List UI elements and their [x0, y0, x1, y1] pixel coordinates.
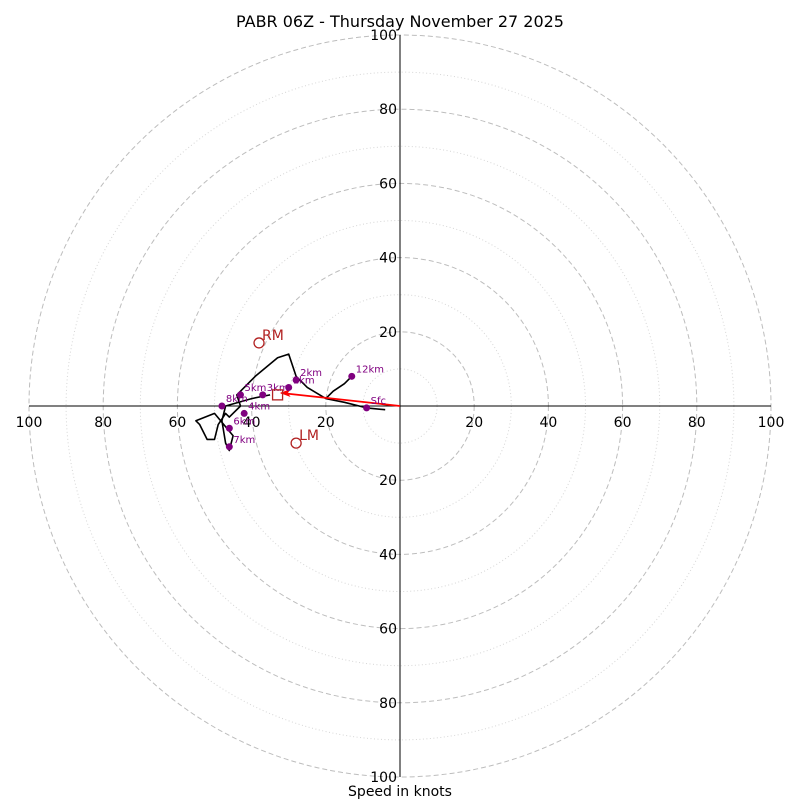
- tick-label-right: 20: [465, 415, 483, 431]
- tick-label-top: 60: [379, 176, 397, 192]
- storm-motion-markers: RM LM: [253, 328, 319, 449]
- tick-label-left: 80: [94, 415, 112, 431]
- tick-label-left: 20: [317, 415, 335, 431]
- tick-label-bottom: 80: [379, 696, 397, 712]
- tick-label-right: 100: [758, 415, 785, 431]
- tick-label-top: 80: [379, 102, 397, 118]
- tick-label-bottom: 60: [379, 622, 397, 638]
- height-point-label: 12km: [356, 364, 384, 375]
- height-point: [236, 391, 244, 399]
- height-point: [225, 443, 233, 451]
- height-point: [240, 409, 248, 417]
- storm-motion-marker: [290, 437, 302, 449]
- tick-label-bottom: 100: [370, 770, 397, 786]
- tick-label-top: 40: [379, 251, 397, 267]
- tick-label-left: 40: [243, 415, 261, 431]
- height-point-label: 1km: [293, 375, 315, 386]
- storm-motion-marker: [253, 337, 265, 349]
- tick-label-right: 60: [614, 415, 632, 431]
- height-point-label: Sfc: [371, 396, 386, 407]
- height-point: [225, 424, 233, 432]
- height-point: [285, 383, 293, 391]
- height-point: [292, 376, 300, 384]
- height-point-label: 8km: [226, 394, 248, 405]
- tick-label-left: 100: [16, 415, 43, 431]
- height-point-label: 6km: [233, 416, 255, 427]
- height-point: [363, 404, 371, 412]
- shear-vector-line: [281, 392, 401, 407]
- trace-line-upper: [325, 375, 353, 400]
- height-point-label: 5km: [244, 383, 266, 394]
- height-point-label: 3km: [267, 383, 289, 394]
- height-point-label: 4km: [248, 401, 270, 412]
- tick-label-right: 40: [539, 415, 557, 431]
- tick-label-top: 20: [379, 325, 397, 341]
- hodograph-trace: [195, 353, 386, 452]
- tick-labels: 100 80 60 40 20 20 40 60 80 100 20 40 60 80 100 20 40 60 8…: [16, 28, 785, 786]
- height-point: [259, 391, 267, 399]
- height-point-label: 7km: [233, 435, 255, 446]
- height-point: [218, 402, 226, 410]
- tick-label-bottom: 40: [379, 547, 397, 563]
- tick-label-top: 100: [370, 28, 397, 44]
- storm-motion-label: RM: [262, 328, 284, 344]
- mean-wind-marker: [271, 389, 284, 401]
- tick-label-bottom: 20: [379, 473, 397, 489]
- height-point: [348, 372, 356, 380]
- tick-label-left: 60: [168, 415, 186, 431]
- storm-motion-label: LM: [299, 428, 319, 444]
- shear-vector: [279, 389, 401, 407]
- trace-line: [195, 353, 386, 452]
- height-point-label: 2km: [300, 368, 322, 379]
- x-axis-label: Speed in knots: [348, 784, 452, 800]
- shear-vector-head: [279, 389, 291, 398]
- tick-label-right: 80: [688, 415, 706, 431]
- chart-title: PABR 06Z - Thursday November 27 2025: [236, 12, 564, 31]
